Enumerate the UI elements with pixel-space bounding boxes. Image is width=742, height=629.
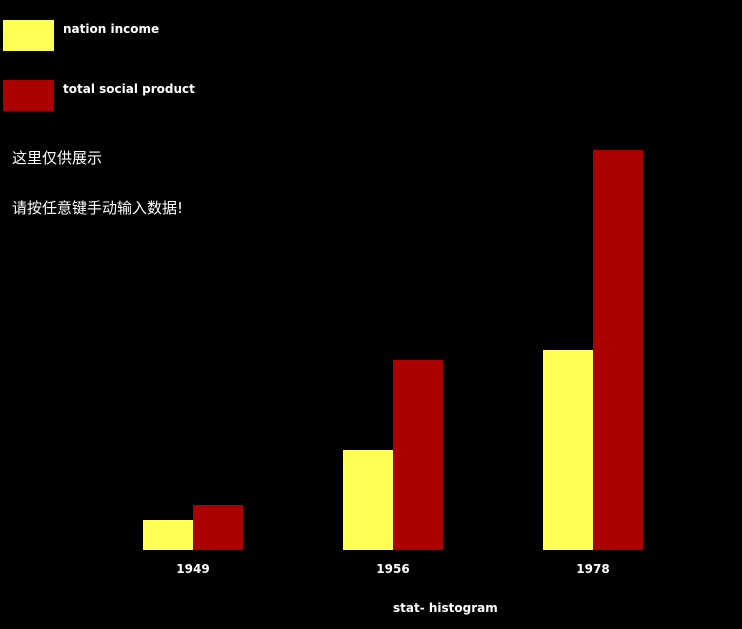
bar-nation-income-1956 <box>343 450 393 550</box>
legend-label-nation-income: nation income <box>63 22 160 36</box>
bar-nation-income-1978 <box>543 350 593 550</box>
legend-swatch-total-social-product <box>3 80 54 111</box>
demo-note: 这里仅供展示 <box>12 149 103 167</box>
bar-total-social-product-1978 <box>593 150 643 550</box>
bar-total-social-product-1949 <box>193 505 243 550</box>
x-tick-label-1978: 1978 <box>576 562 609 576</box>
chart-title: stat- histogram <box>393 601 498 615</box>
x-tick-label-1956: 1956 <box>376 562 409 576</box>
x-tick-label-1949: 1949 <box>176 562 209 576</box>
bar-nation-income-1949 <box>143 520 193 550</box>
legend-swatch-nation-income <box>3 20 54 51</box>
input-prompt: 请按任意键手动输入数据! <box>12 199 184 217</box>
bar-total-social-product-1956 <box>393 360 443 550</box>
legend-label-total-social-product: total social product <box>63 82 195 96</box>
